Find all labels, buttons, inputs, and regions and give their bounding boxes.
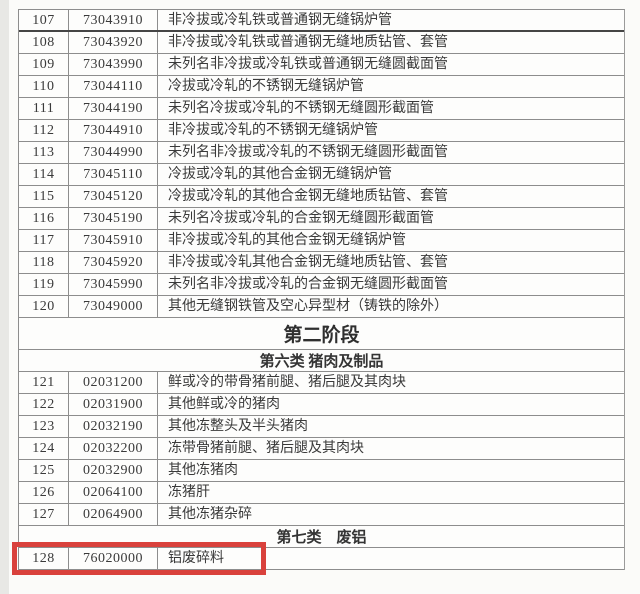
row-number-cell: 120 [19, 296, 69, 317]
scan-edge-strip [0, 0, 9, 594]
table-row: 113 73044990 未列名非冷拔或冷轧的不锈钢无缝圆形截面管 [19, 142, 624, 164]
row-number-cell: 111 [19, 98, 69, 119]
row-number-cell: 109 [19, 54, 69, 75]
table-row: 112 73044910 非冷拔或冷轧的不锈钢无缝锅炉管 [19, 120, 624, 142]
hs-code-cell: 02031900 [69, 394, 158, 415]
description-cell: 非冷拔或冷轧铁或普通钢无缝地质钻管、套管 [168, 35, 448, 50]
row-number-cell: 112 [19, 120, 69, 141]
hs-code-cell: 73044910 [69, 120, 158, 141]
row-number-cell: 119 [19, 274, 69, 295]
table-row: 116 73045190 未列名冷拔或冷轧的合金钢无缝圆形截面管 [19, 208, 624, 230]
table-row: 118 73045920 非冷拔或冷轧其他合金钢无缝地质钻管、套管 [19, 252, 624, 274]
row-number-cell: 118 [19, 252, 69, 273]
description-cell: 铝废碎料 [168, 551, 224, 566]
table-row: 122 02031900 其他鲜或冷的猪肉 [19, 394, 624, 416]
description-cell: 未列名非冷拔或冷轧的合金钢无缝圆形截面管 [168, 277, 448, 292]
category-header-row: 第六类 猪肉及制品 [19, 350, 624, 372]
table-row: 107 73043910 非冷拔或冷轧铁或普通钢无缝锅炉管 [19, 10, 624, 32]
row-number-cell: 107 [19, 10, 69, 30]
hs-code-cell: 73045190 [69, 208, 158, 229]
table-row: 120 73049000 其他无缝钢铁管及空心异型材（铸铁的除外） [19, 296, 624, 318]
hs-code-cell: 73045120 [69, 186, 158, 207]
row-number-cell: 117 [19, 230, 69, 251]
description-cell: 其他冻整头及半头猪肉 [168, 419, 308, 434]
description-cell: 未列名冷拔或冷轧的不锈钢无缝圆形截面管 [168, 101, 434, 116]
description-cell: 其他冻猪杂碎 [168, 507, 252, 522]
row-number-cell: 123 [19, 416, 69, 437]
hs-code-cell: 73045910 [69, 230, 158, 251]
category-header-label: 第六类 猪肉及制品 [259, 354, 384, 370]
row-number-cell: 128 [19, 548, 69, 569]
hs-code-cell: 73049000 [69, 296, 158, 317]
description-cell: 其他鲜或冷的猪肉 [168, 397, 280, 412]
stage-header-label: 第二阶段 [283, 325, 360, 346]
table-row: 128 76020000 铝废碎料 [12, 542, 624, 575]
hs-code-cell: 73043920 [69, 32, 158, 53]
hs-code-cell: 73045990 [69, 274, 158, 295]
description-cell: 冻猪肝 [168, 485, 210, 500]
category-header-label: 第七类 废铝 [276, 530, 367, 546]
description-cell: 未列名冷拔或冷轧的合金钢无缝圆形截面管 [168, 211, 434, 226]
table-row: 123 02032190 其他冻整头及半头猪肉 [19, 416, 624, 438]
row-number-cell: 125 [19, 460, 69, 481]
row-number-cell: 126 [19, 482, 69, 503]
description-cell: 非冷拔或冷轧的其他合金钢无缝锅炉管 [168, 233, 406, 248]
hs-code-cell: 73045920 [69, 252, 158, 273]
hs-code-cell: 73044990 [69, 142, 158, 163]
description-cell: 非冷拔或冷轧铁或普通钢无缝锅炉管 [168, 13, 392, 28]
table-row: 124 02032200 冻带骨猪前腿、猪后腿及其肉块 [19, 438, 624, 460]
tariff-table: 107 73043910 非冷拔或冷轧铁或普通钢无缝锅炉管 108 73043920 非冷… [12, 9, 625, 575]
row-number-cell: 113 [19, 142, 69, 163]
row-number-cell: 108 [19, 32, 69, 53]
hs-code-cell: 02032200 [69, 438, 158, 459]
hs-code-cell: 73044110 [69, 76, 158, 97]
row-number-cell: 116 [19, 208, 69, 229]
description-cell: 冷拔或冷轧的其他合金钢无缝地质钻管、套管 [168, 189, 448, 204]
row-number-cell: 115 [19, 186, 69, 207]
description-cell: 非冷拔或冷轧其他合金钢无缝地质钻管、套管 [168, 255, 448, 270]
table-row: 117 73045910 非冷拔或冷轧的其他合金钢无缝锅炉管 [19, 230, 624, 252]
table-row: 126 02064100 冻猪肝 [19, 482, 624, 504]
category-header-row: 第七类 废铝 [19, 526, 624, 548]
row-number-cell: 110 [19, 76, 69, 97]
description-cell: 未列名非冷拔或冷轧铁或普通钢无缝圆截面管 [168, 57, 448, 72]
table-row: 114 73045110 冷拔或冷轧的其他合金钢无缝锅炉管 [19, 164, 624, 186]
table-row: 125 02032900 其他冻猪肉 [19, 460, 624, 482]
table-row: 127 02064900 其他冻猪杂碎 [19, 504, 624, 526]
hs-code-cell: 02064100 [69, 482, 158, 503]
hs-code-cell: 76020000 [69, 548, 158, 569]
table-row: 121 02031200 鲜或冷的带骨猪前腿、猪后腿及其肉块 [19, 372, 624, 394]
table-row: 119 73045990 未列名非冷拔或冷轧的合金钢无缝圆形截面管 [19, 274, 624, 296]
hs-code-cell: 73045110 [69, 164, 158, 185]
hs-code-cell: 02064900 [69, 504, 158, 525]
description-cell: 非冷拔或冷轧的不锈钢无缝锅炉管 [168, 123, 378, 138]
hs-code-cell: 02032900 [69, 460, 158, 481]
description-cell: 冷拔或冷轧的不锈钢无缝锅炉管 [168, 79, 364, 94]
table-row: 110 73044110 冷拔或冷轧的不锈钢无缝锅炉管 [19, 76, 624, 98]
row-number-cell: 121 [19, 372, 69, 393]
description-cell: 冻带骨猪前腿、猪后腿及其肉块 [168, 441, 364, 456]
table-row: 115 73045120 冷拔或冷轧的其他合金钢无缝地质钻管、套管 [19, 186, 624, 208]
description-cell: 其他冻猪肉 [168, 463, 238, 478]
table-row: 111 73044190 未列名冷拔或冷轧的不锈钢无缝圆形截面管 [19, 98, 624, 120]
hs-code-cell: 73043910 [69, 10, 158, 30]
row-number-cell: 127 [19, 504, 69, 525]
hs-code-cell: 02032190 [69, 416, 158, 437]
hs-code-cell: 02031200 [69, 372, 158, 393]
description-cell: 鲜或冷的带骨猪前腿、猪后腿及其肉块 [168, 375, 406, 390]
stage-header-row: 第二阶段 [19, 318, 624, 350]
description-cell: 未列名非冷拔或冷轧的不锈钢无缝圆形截面管 [168, 145, 448, 160]
table-row: 108 73043920 非冷拔或冷轧铁或普通钢无缝地质钻管、套管 [19, 32, 624, 54]
description-cell: 冷拔或冷轧的其他合金钢无缝锅炉管 [168, 167, 392, 182]
table-row: 109 73043990 未列名非冷拔或冷轧铁或普通钢无缝圆截面管 [19, 54, 624, 76]
description-cell: 其他无缝钢铁管及空心异型材（铸铁的除外） [168, 299, 448, 314]
hs-code-cell: 73043990 [69, 54, 158, 75]
hs-code-cell: 73044190 [69, 98, 158, 119]
row-number-cell: 114 [19, 164, 69, 185]
row-number-cell: 124 [19, 438, 69, 459]
row-number-cell: 122 [19, 394, 69, 415]
